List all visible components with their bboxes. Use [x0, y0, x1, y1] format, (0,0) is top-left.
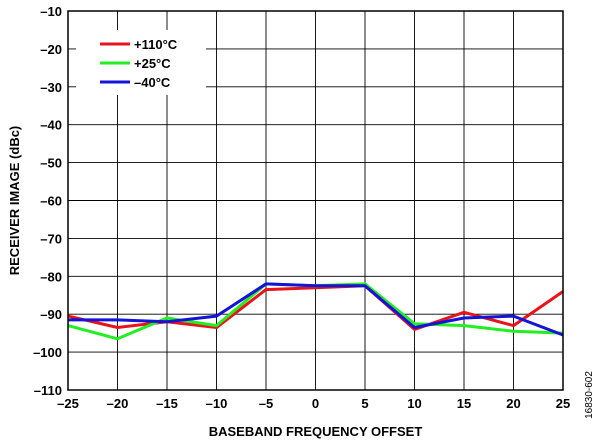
y-tick-label: –100 [33, 345, 62, 360]
y-tick-label: –60 [40, 194, 62, 209]
y-tick-label: –10 [40, 4, 62, 19]
x-tick-label: 15 [457, 396, 471, 411]
series-line [68, 282, 564, 337]
y-tick-label: –30 [40, 80, 62, 95]
y-tick-label: –20 [40, 42, 62, 57]
x-tick-label: 25 [556, 396, 570, 411]
x-tick-label: –10 [206, 396, 228, 411]
y-tick-label: –50 [40, 156, 62, 171]
x-tick-label: 10 [407, 396, 421, 411]
legend-entry: –40°C [134, 75, 171, 90]
legend: +110°C +25°C –40°C [76, 30, 206, 95]
x-tick-label: 20 [506, 396, 520, 411]
plot-frame [67, 10, 564, 391]
y-tick-label: –110 [34, 383, 62, 398]
y-tick-labels: –10 –20 –30 –40 –50 –60 –70 –80 –90 –100 –110 [33, 4, 62, 398]
chart-series [67, 282, 564, 341]
x-tick-label: –25 [57, 396, 79, 411]
y-tick-label: –90 [40, 307, 62, 322]
y-axis-label: RECEIVER IMAGE (dBc) [7, 126, 22, 276]
x-tick-label: 5 [361, 396, 368, 411]
x-axis-label: BASEBAND FREQUENCY OFFSET [209, 424, 423, 439]
figure-id: 16830-602 [584, 371, 595, 419]
legend-background [76, 30, 206, 95]
x-tick-label: –15 [156, 396, 178, 411]
x-tick-label: –5 [259, 396, 273, 411]
x-tick-label: –20 [107, 396, 129, 411]
x-tick-label: 0 [312, 396, 319, 411]
legend-entry: +110°C [134, 37, 178, 52]
y-tick-label: –80 [40, 269, 62, 284]
y-tick-label: –70 [40, 231, 62, 246]
y-tick-label: –40 [40, 118, 62, 133]
legend-entry: +25°C [134, 56, 171, 71]
x-tick-labels: –25 –20 –15 –10 –5 0 5 10 15 20 25 [57, 396, 570, 411]
